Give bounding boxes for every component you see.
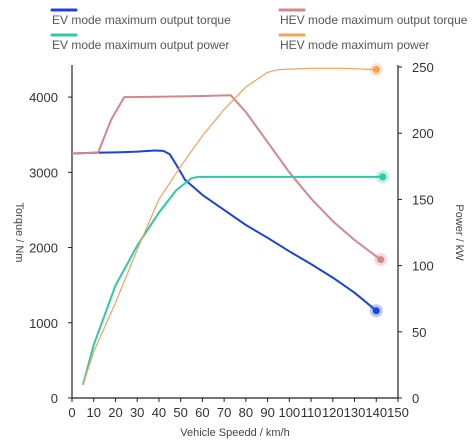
series-end-marker-0 — [372, 307, 380, 315]
series-line-3 — [82, 67, 377, 385]
x-tick-label: 70 — [217, 405, 231, 420]
series-end-marker-3 — [372, 66, 380, 74]
legend: EV mode maximum output torque HEV mode ma… — [50, 8, 468, 52]
x-tick-label: 110 — [301, 405, 322, 420]
series-line-2 — [81, 175, 383, 386]
y-left-tick-label: 0 — [51, 391, 58, 406]
y-left-tick-label: 4000 — [29, 90, 58, 105]
series-line-1 — [71, 94, 382, 261]
x-tick-label: 30 — [130, 405, 144, 420]
x-tick-label: 40 — [152, 405, 166, 420]
series-group — [71, 63, 390, 386]
y-axis-right-title: Power / kW — [453, 204, 465, 261]
x-tick-label: 80 — [239, 405, 253, 420]
x-tick-label: 50 — [173, 405, 187, 420]
legend-label-0: EV mode maximum output torque — [52, 13, 231, 27]
x-tick-label: 60 — [195, 405, 209, 420]
x-tick-label: 120 — [322, 405, 344, 420]
x-tick-label: 150 — [387, 405, 409, 420]
axes: 0 10 20 30 40 50 60 70 80 90 100 110 120 130 140 150010… — [13, 60, 465, 439]
y-right-tick-label: 50 — [412, 325, 426, 340]
x-tick-label: 90 — [260, 405, 274, 420]
series-end-marker-1 — [377, 256, 385, 264]
x-tick-label: 140 — [365, 405, 387, 420]
x-tick-label: 130 — [344, 405, 366, 420]
x-tick-label: 0 — [68, 405, 75, 420]
y-right-tick-label: 100 — [412, 259, 434, 274]
y-left-tick-label: 1000 — [29, 316, 58, 331]
legend-label-3: HEV mode maximum power — [280, 38, 429, 52]
y-left-tick-label: 3000 — [29, 165, 58, 180]
y-axis-left-title: Torque / Nm — [13, 203, 25, 263]
x-tick-label: 20 — [108, 405, 122, 420]
series-line-0 — [71, 149, 377, 312]
x-tick-label: 10 — [86, 405, 100, 420]
y-right-tick-label: 150 — [412, 192, 434, 207]
y-right-tick-label: 0 — [412, 391, 419, 406]
x-tick-label: 100 — [278, 405, 300, 420]
x-axis-title: Vehicle Speedd / km/h — [180, 427, 289, 439]
y-right-tick-label: 200 — [412, 126, 434, 141]
y-left-tick-label: 2000 — [29, 241, 58, 256]
legend-label-1: HEV mode maximum output torque — [280, 13, 468, 27]
y-right-tick-label: 250 — [412, 60, 434, 75]
series-end-marker-2 — [379, 173, 387, 181]
legend-label-2: EV mode maximum output power — [52, 38, 229, 52]
